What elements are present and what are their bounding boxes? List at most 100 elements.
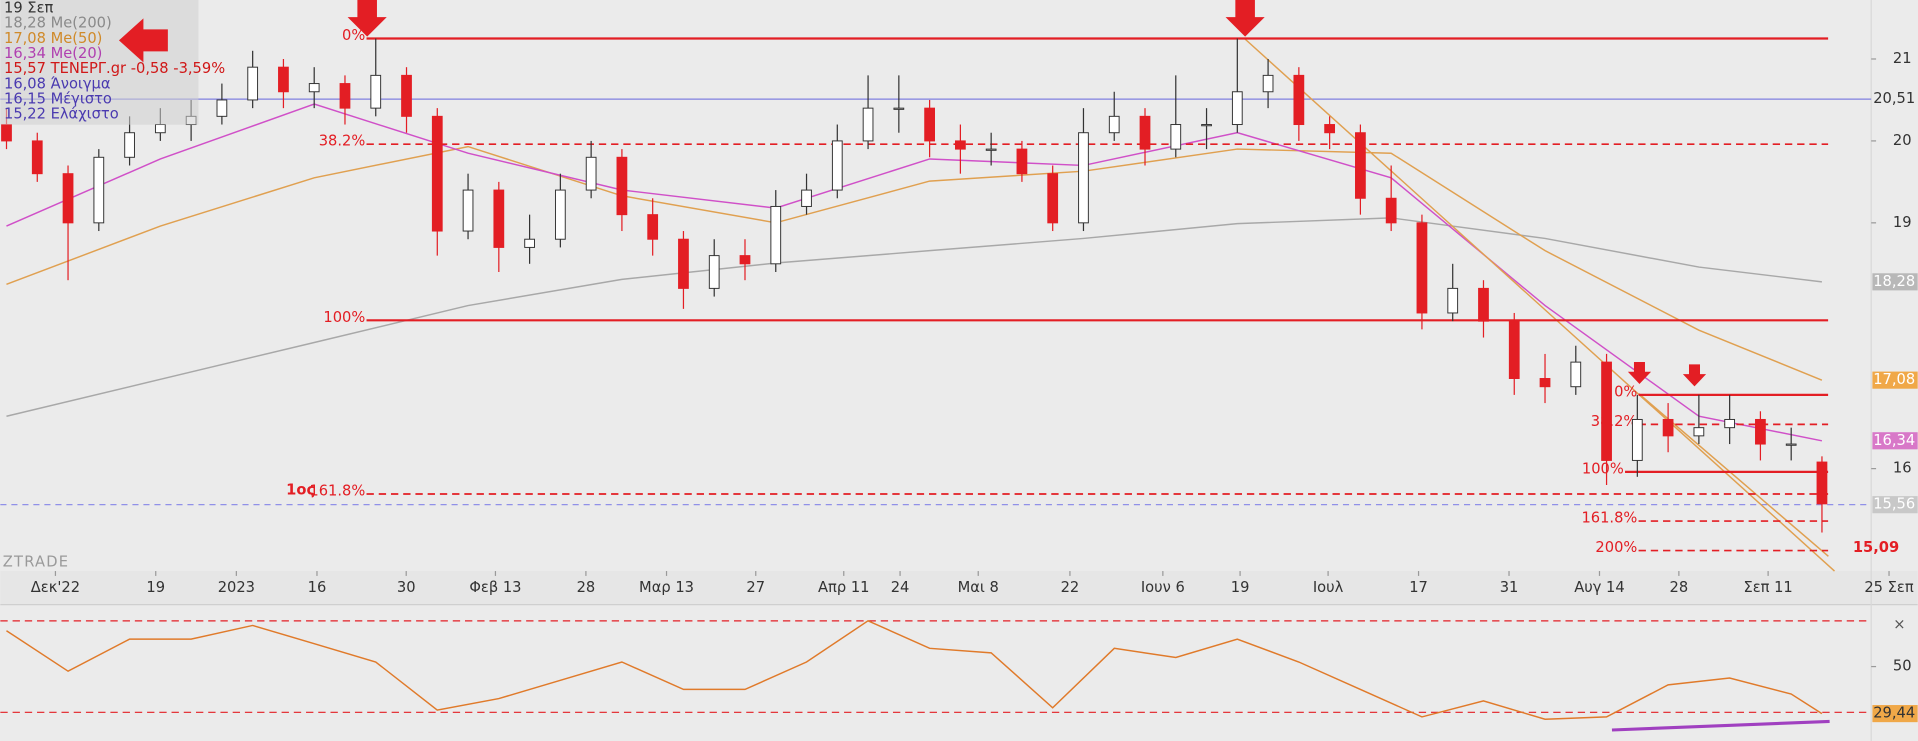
candle-body: [1539, 378, 1551, 388]
candle-body: [831, 140, 843, 191]
candle-body: [1785, 443, 1797, 446]
candle-body: [924, 107, 935, 142]
arrow: [118, 18, 168, 63]
x-tick-label: Αυγ 14: [1574, 579, 1625, 596]
candle-body: [31, 140, 43, 175]
price-tag-label: 16,34: [1873, 432, 1915, 449]
price-panel: ZTRADE 16 19 20 21 Δεκ'22 19 2023 16 30 Φεβ 13 28 Μα…: [0, 27, 1918, 596]
fib-label: 100%: [1582, 460, 1624, 477]
x-tick-label: 25 Σεπ: [1864, 579, 1913, 596]
y-tick-label: 19: [1893, 214, 1912, 231]
candle-body: [278, 66, 289, 93]
close-icon[interactable]: ×: [1893, 616, 1905, 633]
y-tick-label: 16: [1893, 460, 1912, 477]
x-tick-label: 28: [1670, 579, 1689, 596]
x-tick-label: 27: [746, 579, 765, 596]
candle-body: [62, 173, 74, 224]
candle-body: [739, 255, 751, 265]
x-tick-label: Ιουν 6: [1141, 579, 1185, 596]
candle-body: [770, 205, 782, 265]
x-tick-label: 31: [1500, 579, 1519, 596]
fib-label: 200%: [1595, 539, 1637, 556]
candle-body: [1478, 287, 1489, 322]
fib-label: 0%: [1614, 383, 1637, 400]
candle-body: [801, 189, 812, 207]
candle-body: [1262, 74, 1274, 93]
candle-body: [1447, 287, 1459, 314]
date-axis: [0, 571, 1918, 605]
candle-body: [1355, 132, 1366, 199]
x-tick-label: Φεβ 13: [469, 579, 521, 596]
arrows: [347, 0, 1707, 387]
candle-body: [401, 74, 412, 117]
moving-average: [6, 217, 1822, 417]
candle-body: [708, 255, 720, 289]
candle-body: [1755, 418, 1766, 445]
candle-body: [1108, 115, 1120, 134]
x-tick-label: Απρ 11: [818, 579, 869, 596]
candle-body: [554, 189, 566, 240]
candle-body: [93, 156, 105, 224]
x-tick-label: 28: [577, 579, 596, 596]
candle-body: [1631, 418, 1643, 461]
legend-box: [0, 0, 199, 125]
price-tag-label: 20,51: [1873, 90, 1915, 107]
price-tag-label: 15,56: [1873, 496, 1915, 513]
candle-body: [1570, 361, 1582, 388]
candle-body: [370, 74, 382, 109]
x-tick-label: 24: [891, 579, 910, 596]
fib-label: 38.2%: [1591, 413, 1638, 430]
candle-body: [1, 124, 12, 142]
price-tag: [1872, 371, 1918, 389]
y-tick-label: 20: [1893, 132, 1912, 149]
price-tag-label: 17,08: [1873, 371, 1915, 388]
candle-body: [1170, 124, 1182, 150]
candle-body: [1293, 74, 1305, 126]
rsi-panel: 50 29,44: [0, 619, 1918, 723]
legend-entry: 16,34 Me(20): [4, 45, 102, 62]
x-tick-label: 17: [1409, 579, 1428, 596]
candle-body: [308, 83, 320, 93]
candle-body: [154, 124, 166, 134]
candle-body: [678, 238, 689, 289]
candle-body: [124, 132, 135, 158]
y-tick-label: 50: [1893, 658, 1912, 675]
fib-label: 100%: [323, 309, 365, 326]
x-tick-label: 19: [146, 579, 165, 596]
x-tick-label: Μαρ 13: [639, 579, 694, 596]
x-tick-label: Σεπ 11: [1743, 579, 1792, 596]
price-tag: [1872, 432, 1918, 450]
x-tick-label: 19: [1231, 579, 1250, 596]
candle-body: [1016, 148, 1028, 175]
legend-entry: 16,15 Μέγιστο: [4, 91, 112, 108]
y-tick-label: 21: [1893, 50, 1912, 67]
moving-average: [6, 145, 1823, 381]
candle-body: [431, 115, 443, 232]
fib-label: 161.8%: [309, 483, 365, 500]
trendline: [1244, 38, 1835, 572]
candle-body: [493, 189, 505, 248]
candle-body: [1693, 427, 1705, 437]
candle-body: [893, 107, 905, 110]
arrow: [1682, 364, 1707, 387]
candle-body: [647, 214, 659, 240]
fib-label: 38.2%: [319, 133, 366, 150]
divergence-line: [1611, 719, 1830, 732]
candle-body: [985, 148, 997, 151]
candle-body: [862, 107, 874, 142]
x-tick-label: 22: [1061, 579, 1080, 596]
price-tag: [1872, 273, 1918, 291]
legend-entry: 17,08 Me(50): [4, 30, 102, 47]
legend-entry: 18,28 Me(200): [4, 15, 112, 32]
fib-prefix: 1ος: [286, 481, 315, 498]
candle-body: [1416, 222, 1428, 314]
x-tick-label: Ιουλ: [1313, 579, 1344, 596]
annotation: 15,09: [1853, 539, 1899, 556]
x-tick-label: Δεκ'22: [31, 579, 80, 596]
candle-body: [216, 99, 228, 117]
watermark: ZTRADE: [3, 553, 70, 570]
candle-body: [1724, 418, 1736, 429]
